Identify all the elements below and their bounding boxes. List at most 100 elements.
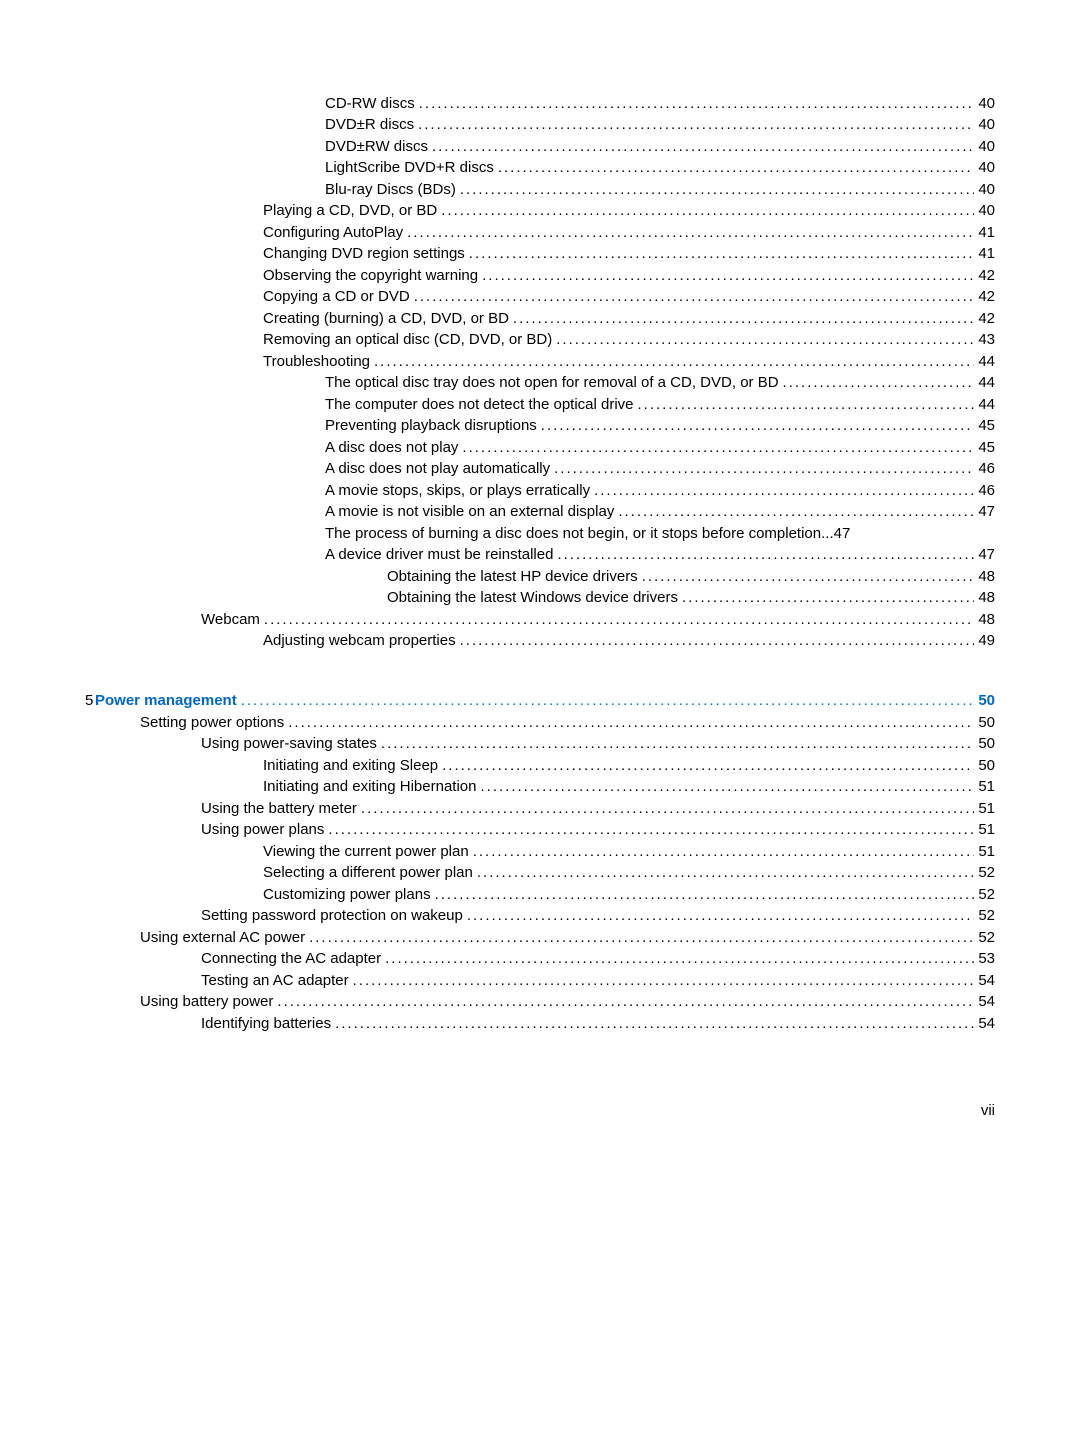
toc-leader-dots xyxy=(460,181,974,198)
toc-entry: Preventing playback disruptions 45 xyxy=(85,417,995,434)
toc-entry: Identifying batteries 54 xyxy=(85,1015,995,1032)
toc-entry-text: Changing DVD region settings xyxy=(263,245,465,262)
toc-leader-dots xyxy=(442,757,974,774)
toc-page-number: 54 xyxy=(978,993,995,1010)
toc-leader-dots xyxy=(353,972,975,989)
toc-entry: The computer does not detect the optical… xyxy=(85,396,995,413)
section-gap xyxy=(85,654,995,688)
toc-entry-text: Initiating and exiting Hibernation xyxy=(263,778,476,795)
toc-leader-dots xyxy=(407,224,974,241)
toc-entry: Using external AC power 52 xyxy=(85,929,995,946)
toc-page-number: 40 xyxy=(978,116,995,133)
toc-entry-text: Copying a CD or DVD xyxy=(263,288,410,305)
toc-page-number: 46 xyxy=(978,460,995,477)
toc-entry: A disc does not play 45 xyxy=(85,439,995,456)
toc-entry: Blu-ray Discs (BDs) 40 xyxy=(85,181,995,198)
toc-entry-text: Using power plans xyxy=(201,821,324,838)
toc-entry: Configuring AutoPlay 41 xyxy=(85,224,995,241)
toc-entry-text: Troubleshooting xyxy=(263,353,370,370)
toc-page-number: 44 xyxy=(978,374,995,391)
toc-leader-dots xyxy=(335,1015,974,1032)
toc-entry-text: Adjusting webcam properties xyxy=(263,632,456,649)
toc-entry: Creating (burning) a CD, DVD, or BD 42 xyxy=(85,310,995,327)
toc-entry: LightScribe DVD+R discs 40 xyxy=(85,159,995,176)
toc-page-number: 51 xyxy=(978,843,995,860)
toc-entry: DVD±R discs 40 xyxy=(85,116,995,133)
toc-page-number: 41 xyxy=(978,224,995,241)
page-number: vii xyxy=(85,1102,995,1119)
toc-page-number: 51 xyxy=(978,778,995,795)
toc-page-number: 46 xyxy=(978,482,995,499)
toc-leader-dots xyxy=(414,288,975,305)
toc-entry-text: Removing an optical disc (CD, DVD, or BD… xyxy=(263,331,552,348)
toc-leader-dots xyxy=(469,245,975,262)
toc-page-number: 52 xyxy=(978,907,995,924)
toc-leader-dots xyxy=(432,138,974,155)
toc-page-number: 50 xyxy=(978,735,995,752)
toc-leader-dots xyxy=(480,778,974,795)
toc-entry: Setting password protection on wakeup 52 xyxy=(85,907,995,924)
toc-entry-text: The process of burning a disc does not b… xyxy=(325,525,821,542)
toc-entry: Obtaining the latest HP device drivers 4… xyxy=(85,568,995,585)
toc-leader-dots xyxy=(264,611,974,628)
toc-leader-dots xyxy=(594,482,974,499)
toc-entry-text: Viewing the current power plan xyxy=(263,843,469,860)
toc-entry: A movie is not visible on an external di… xyxy=(85,503,995,520)
toc-entry: Playing a CD, DVD, or BD 40 xyxy=(85,202,995,219)
toc-entry-text: A movie is not visible on an external di… xyxy=(325,503,614,520)
toc-entry-text: Identifying batteries xyxy=(201,1015,331,1032)
toc-leader-dots xyxy=(328,821,974,838)
toc-page-number: 51 xyxy=(978,800,995,817)
toc-entry: Obtaining the latest Windows device driv… xyxy=(85,589,995,606)
toc-entry: A device driver must be reinstalled 47 xyxy=(85,546,995,563)
toc-page-number: 48 xyxy=(978,589,995,606)
toc-entry-text: The computer does not detect the optical… xyxy=(325,396,634,413)
toc-entry-text: LightScribe DVD+R discs xyxy=(325,159,494,176)
toc-leader-dots xyxy=(682,589,974,606)
toc-leader-dots xyxy=(241,692,975,709)
toc-entry-text: A movie stops, skips, or plays erratical… xyxy=(325,482,590,499)
toc-entry: Using power plans 51 xyxy=(85,821,995,838)
toc-entry: The optical disc tray does not open for … xyxy=(85,374,995,391)
toc-page-number: 48 xyxy=(978,611,995,628)
toc-page-number: 52 xyxy=(978,886,995,903)
toc-leader-dots xyxy=(418,116,974,133)
toc-entry: A movie stops, skips, or plays erratical… xyxy=(85,482,995,499)
toc-entry: The process of burning a disc does not b… xyxy=(85,525,995,542)
toc-entry-text: Using battery power xyxy=(140,993,273,1010)
toc-page-number: 44 xyxy=(978,353,995,370)
toc-page-number: 40 xyxy=(978,202,995,219)
toc-entry: Removing an optical disc (CD, DVD, or BD… xyxy=(85,331,995,348)
toc-entry-text: Obtaining the latest Windows device driv… xyxy=(387,589,678,606)
toc-leader-dots xyxy=(374,353,974,370)
toc-entry-text: Configuring AutoPlay xyxy=(263,224,403,241)
toc-leader-dots xyxy=(477,864,974,881)
toc-leader-dots xyxy=(513,310,974,327)
toc-entry: DVD±RW discs 40 xyxy=(85,138,995,155)
toc-leader-dots xyxy=(783,374,975,391)
toc-page-number: 48 xyxy=(978,568,995,585)
toc-entry-text: Customizing power plans xyxy=(263,886,431,903)
toc-entry: Changing DVD region settings 41 xyxy=(85,245,995,262)
toc-entry: Observing the copyright warning 42 xyxy=(85,267,995,284)
toc-leader-dots xyxy=(435,886,975,903)
toc-page-number: 45 xyxy=(978,439,995,456)
toc-leader-dots xyxy=(381,735,974,752)
toc-page-number: 50 xyxy=(978,757,995,774)
toc-entry: Initiating and exiting Hibernation 51 xyxy=(85,778,995,795)
toc-entry-text: Creating (burning) a CD, DVD, or BD xyxy=(263,310,509,327)
toc-leader-dots xyxy=(498,159,974,176)
toc-entry: Copying a CD or DVD 42 xyxy=(85,288,995,305)
toc-leader-dots xyxy=(460,632,975,649)
toc-leader-dots xyxy=(288,714,974,731)
toc-entry-text: Webcam xyxy=(201,611,260,628)
toc-page-number: 40 xyxy=(978,138,995,155)
toc-entry-text: Testing an AC adapter xyxy=(201,972,349,989)
toc-entry-text: Using external AC power xyxy=(140,929,305,946)
toc-entry-text: Selecting a different power plan xyxy=(263,864,473,881)
toc-page-number: 40 xyxy=(978,159,995,176)
toc-page-number: 40 xyxy=(978,95,995,112)
toc-entry-text: Using the battery meter xyxy=(201,800,357,817)
toc-chapter-heading[interactable]: 5 Power management 50 xyxy=(85,692,995,709)
toc-entry-text: Blu-ray Discs (BDs) xyxy=(325,181,456,198)
